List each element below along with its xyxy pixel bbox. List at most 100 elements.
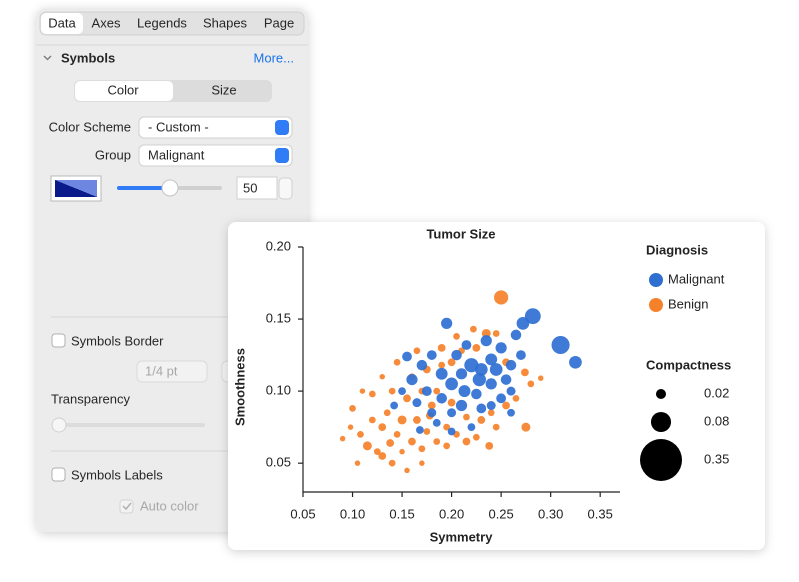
point: [447, 427, 456, 436]
legend-label: Malignant: [668, 271, 725, 286]
point: [502, 401, 510, 410]
section-title: Symbols: [61, 50, 115, 65]
field-label: Color Scheme: [49, 119, 131, 134]
point: [521, 368, 529, 377]
point: [467, 423, 476, 432]
slider-knob[interactable]: [161, 179, 179, 197]
point: [406, 373, 418, 386]
point: [494, 290, 509, 305]
size-legend-marker: [639, 438, 683, 482]
point: [500, 374, 512, 385]
point: [453, 332, 460, 340]
x-tick-label: 0.35: [588, 506, 613, 521]
tab[interactable]: Data: [48, 15, 76, 30]
point: [408, 437, 416, 446]
popup-value: 1/4 pt: [145, 363, 178, 378]
point: [492, 423, 500, 431]
size-legend-label: 0.08: [704, 413, 729, 428]
segment-color[interactable]: Color: [107, 82, 139, 97]
more-link[interactable]: More...: [254, 50, 294, 65]
point: [436, 393, 447, 404]
point: [378, 452, 387, 460]
point: [386, 439, 395, 447]
point: [373, 448, 381, 456]
tab[interactable]: Axes: [92, 15, 121, 30]
size-legend-label: 0.35: [704, 451, 729, 466]
legend-marker: [649, 298, 663, 312]
point: [516, 350, 526, 360]
chevron[interactable]: [43, 55, 52, 61]
swatch-fill: [55, 180, 97, 197]
segment-selected: [75, 81, 173, 101]
point: [399, 448, 405, 455]
point: [447, 358, 456, 367]
y-tick-label: 0.20: [266, 238, 291, 253]
point: [437, 343, 446, 352]
point: [492, 330, 500, 337]
point: [472, 433, 480, 441]
chart: Tumor Size Symmetry Smoothness Diagnosis…: [232, 226, 731, 544]
size-legend-marker: [650, 411, 672, 433]
popup-arrows: [275, 148, 289, 163]
point: [418, 445, 426, 453]
point: [495, 342, 507, 354]
popup-value: Malignant: [148, 147, 205, 162]
point: [443, 442, 451, 450]
stepper[interactable]: [278, 177, 293, 200]
point: [349, 405, 356, 412]
point: [461, 340, 472, 350]
point: [433, 387, 441, 395]
checkbox[interactable]: [51, 467, 66, 482]
segment-size[interactable]: Size: [211, 82, 236, 97]
x-tick-label: 0.25: [488, 506, 513, 521]
slider-track: [59, 423, 205, 427]
slider-knob: [51, 417, 67, 433]
point: [441, 317, 453, 329]
point: [506, 386, 516, 396]
tab[interactable]: Legends: [137, 15, 187, 30]
point: [368, 390, 376, 398]
point: [416, 359, 428, 371]
point: [458, 385, 471, 398]
point: [472, 343, 481, 352]
popup[interactable]: [138, 116, 293, 139]
point: [538, 375, 544, 381]
point: [471, 388, 482, 400]
point: [383, 409, 391, 417]
tab[interactable]: Page: [264, 15, 294, 30]
y-tick-label: 0.10: [266, 383, 291, 398]
checkbox[interactable]: [51, 333, 66, 348]
point: [485, 378, 497, 390]
point: [404, 467, 410, 474]
point: [403, 394, 411, 403]
field-label: Group: [95, 147, 131, 162]
point: [427, 401, 436, 410]
point: [393, 430, 401, 438]
point: [505, 359, 517, 371]
popup[interactable]: [138, 144, 293, 167]
number-value: 50: [243, 180, 257, 195]
point: [487, 409, 495, 417]
point: [413, 416, 421, 424]
point: [433, 438, 441, 445]
tab-bar: [39, 11, 305, 36]
y-tick-label: 0.15: [266, 310, 291, 325]
checkmark: [122, 502, 132, 511]
point: [489, 363, 503, 376]
legend-label: Benign: [668, 296, 708, 311]
point: [393, 358, 401, 366]
point: [419, 460, 425, 466]
point: [413, 347, 421, 355]
tab[interactable]: Shapes: [203, 15, 248, 30]
size-legend-marker: [655, 388, 667, 400]
field-label: Transparency: [51, 391, 130, 406]
point: [432, 418, 441, 427]
point: [438, 361, 446, 369]
point: [427, 408, 437, 418]
point: [480, 335, 492, 347]
point: [455, 368, 468, 380]
x-tick-label: 0.10: [340, 506, 365, 521]
checkbox-label: Auto color: [140, 498, 199, 513]
point: [455, 399, 468, 412]
number-field[interactable]: [236, 176, 278, 200]
